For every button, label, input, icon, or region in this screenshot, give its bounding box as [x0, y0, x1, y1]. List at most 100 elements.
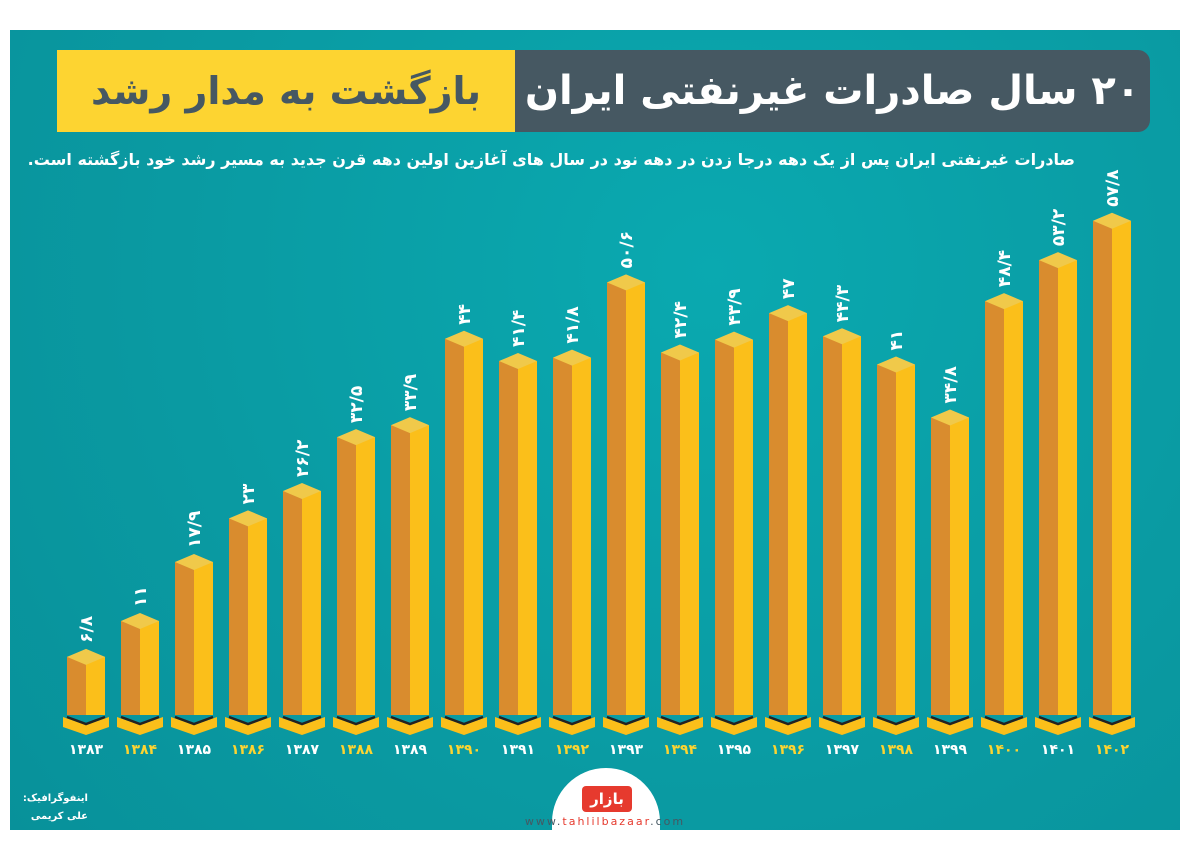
bar-top: [337, 429, 375, 446]
bar-pedestal: [225, 717, 271, 735]
bar-top: [985, 293, 1023, 310]
bar-pedestal-edge: [444, 715, 484, 726]
bar-pedestal: [495, 717, 541, 735]
bar-pedestal: [63, 717, 109, 735]
data-label: ۱۷/۹: [185, 510, 205, 548]
bar-side: [680, 352, 699, 715]
bar-pedestal: [117, 717, 163, 735]
bar-top: [877, 356, 915, 373]
year-label: ۱۳۸۶: [231, 742, 265, 758]
bar-pedestal-edge: [822, 715, 862, 726]
bar-front: [931, 417, 950, 715]
bar-pedestal-edge: [606, 715, 646, 726]
bar-pedestal: [765, 717, 811, 735]
year-label: ۱۳۸۳: [69, 742, 104, 758]
bar-top: [121, 612, 159, 629]
credit: اینفوگرافیک: علی کریمی: [22, 790, 88, 826]
data-label: ۴۱/۴: [509, 310, 529, 347]
bar-pedestal-edge: [1092, 715, 1132, 726]
bar-front: [229, 518, 248, 715]
year-label: ۱۴۰۱: [1041, 742, 1075, 758]
bar-side: [896, 364, 915, 715]
bar-side: [626, 282, 645, 715]
url-brand: tahlilbazaar: [562, 815, 651, 828]
bar-pedestal-edge: [768, 715, 808, 726]
bar-pedestal: [603, 717, 649, 735]
bar-top: [661, 344, 699, 361]
bar-pedestal: [441, 717, 487, 735]
bar-front: [67, 656, 86, 715]
bar-pedestal-edge: [120, 715, 160, 726]
bar-top: [715, 331, 753, 348]
bar-pedestal: [657, 717, 703, 735]
bar-top: [283, 482, 321, 499]
bar-side: [1004, 301, 1023, 715]
data-label: ۵۳/۲: [1049, 208, 1069, 246]
bar-pedestal-edge: [498, 715, 538, 726]
year-label: ۱۳۹۰: [447, 742, 481, 758]
bar-top: [823, 328, 861, 345]
bar-pedestal: [927, 717, 973, 735]
data-label: ۳۳/۹: [401, 373, 421, 411]
bar-top: [391, 417, 429, 434]
credit-label: اینفوگرافیک:: [22, 793, 88, 804]
logo-mark: بازار: [582, 786, 632, 812]
year-label: ۱۳۹۹: [933, 742, 968, 758]
year-label: ۱۳۹۶: [771, 742, 805, 758]
bar-front: [985, 301, 1004, 715]
bar-pedestal-edge: [228, 715, 268, 726]
subtitle: صادرات غیرنفتی ایران پس از یک دهه درجا ز…: [27, 150, 1075, 169]
bar-side: [572, 357, 591, 715]
bar-top: [67, 648, 105, 665]
url-prefix: www.: [524, 815, 563, 828]
bar-pedestal-edge: [66, 715, 106, 726]
bar-pedestal: [981, 717, 1027, 735]
bar-top: [229, 510, 267, 527]
bar-side: [194, 561, 213, 715]
bar-top: [769, 305, 807, 322]
year-label: ۱۴۰۰: [987, 742, 1021, 758]
data-label: ۵۷/۸: [1103, 169, 1123, 207]
year-label: ۱۳۸۷: [285, 742, 320, 758]
bar-top: [931, 409, 969, 426]
year-label: ۱۴۰۲: [1095, 742, 1130, 758]
bar-side: [248, 518, 267, 715]
bar-pedestal: [171, 717, 217, 735]
bar-side: [86, 656, 105, 715]
bar-side: [734, 339, 753, 715]
bar-front: [121, 620, 140, 715]
bar-pedestal-edge: [660, 715, 700, 726]
bar-side: [464, 338, 483, 715]
data-label: ۴۱: [887, 330, 907, 351]
bar-pedestal-edge: [714, 715, 754, 726]
bar-pedestal-edge: [876, 715, 916, 726]
data-label: ۴۱/۸: [563, 306, 583, 344]
bar-pedestal-edge: [984, 715, 1024, 726]
data-label: ۱۱: [131, 586, 151, 607]
bar-side: [410, 425, 429, 715]
year-label: ۱۳۸۹: [393, 742, 428, 758]
website-url[interactable]: www.tahlilbazaar.com: [505, 815, 705, 828]
bar-pedestal-edge: [552, 715, 592, 726]
bar-top: [553, 349, 591, 366]
bar-pedestal: [873, 717, 919, 735]
bar-front: [769, 313, 788, 715]
url-suffix: .com: [650, 815, 686, 828]
bar-front: [391, 425, 410, 715]
year-label: ۱۳۹۱: [501, 742, 535, 758]
bar-front: [607, 282, 626, 715]
bar-pedestal: [711, 717, 757, 735]
bar-side: [788, 313, 807, 715]
bar-pedestal-edge: [930, 715, 970, 726]
bar-front: [823, 336, 842, 715]
bar-side: [1058, 260, 1077, 715]
bar-pedestal: [819, 717, 865, 735]
data-label: ۴۴: [455, 304, 475, 325]
title-highlight: بازگشت به مدار رشد: [57, 50, 515, 132]
bar-front: [1093, 220, 1112, 715]
title-bar: بازگشت به مدار رشد ۲۰ سال صادرات غیرنفتی…: [57, 50, 1150, 132]
credit-name: علی کریمی: [30, 811, 88, 822]
bar-pedestal-edge: [174, 715, 214, 726]
bar-front: [877, 364, 896, 715]
bar-top: [1093, 212, 1131, 229]
